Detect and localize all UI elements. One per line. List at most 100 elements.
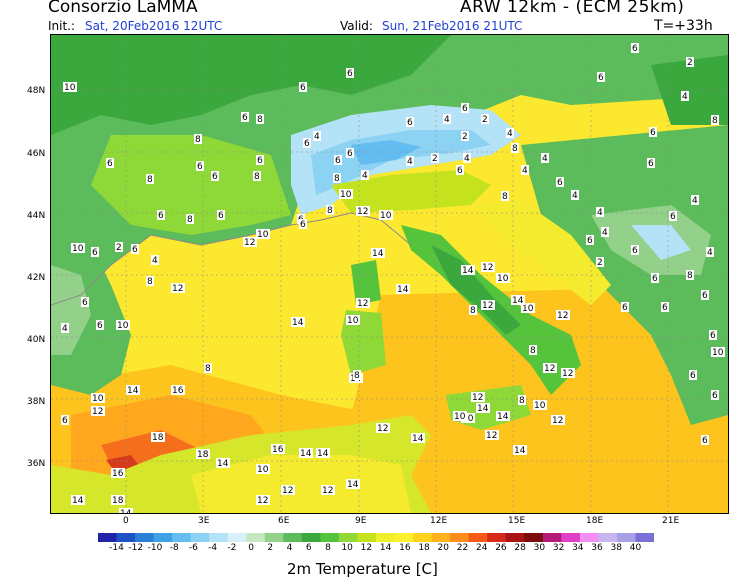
lat-label: 48N	[27, 86, 46, 96]
value-label-box	[313, 131, 321, 141]
colorbar-swatch	[542, 533, 562, 542]
temperature-value-label: 14	[292, 318, 304, 328]
temperature-value-label: 2	[482, 115, 488, 125]
temperature-value-label: 10	[347, 316, 359, 326]
temperature-value-label: 8	[519, 396, 525, 406]
temperature-value-label: 12	[257, 496, 268, 506]
temperature-value-label: 4	[682, 92, 688, 102]
colorbar-tick-label: 36	[591, 543, 603, 553]
value-label-box	[709, 330, 717, 340]
temperature-value-label: 10	[257, 465, 269, 475]
colorbar-tick-label: 24	[475, 543, 488, 553]
value-label-box	[106, 158, 114, 168]
temperature-value-label: 18	[152, 433, 164, 443]
value-label-box	[411, 433, 425, 443]
temperature-value-label: 18	[112, 496, 124, 506]
temperature-value-label: 14	[317, 449, 329, 459]
temperature-value-label: 12	[282, 486, 293, 496]
value-label-box	[461, 103, 469, 113]
temperature-value-label: 2	[432, 154, 438, 164]
temperature-value-label: 12	[557, 311, 568, 321]
temperature-value-label: 8	[502, 192, 508, 202]
value-label-box	[119, 508, 133, 513]
temperature-value-label: 16	[172, 386, 184, 396]
temperature-value-label: 6	[242, 113, 248, 123]
value-label-box	[651, 273, 659, 283]
colorbar-swatch	[450, 533, 470, 542]
colorbar-tick-label: 20	[437, 543, 449, 553]
value-label-box	[334, 155, 342, 165]
value-label-box	[681, 91, 689, 101]
temperature-value-label: 14	[412, 434, 424, 444]
temperature-value-label: 10	[117, 321, 129, 331]
temperature-value-label: 12	[544, 364, 555, 374]
temperature-value-label: 10	[72, 244, 84, 254]
temperature-value-label: 6	[197, 162, 203, 172]
value-label-box	[186, 214, 194, 224]
value-label-box	[691, 195, 699, 205]
value-label-box	[597, 72, 605, 82]
value-label-box	[204, 363, 212, 373]
value-label-box	[461, 413, 475, 423]
value-label-box	[406, 156, 414, 166]
value-label-box	[461, 265, 475, 275]
temperature-value-label: 6	[107, 159, 113, 169]
colorbar-tick-label: 32	[552, 543, 565, 553]
colorbar-swatch	[524, 533, 544, 542]
colorbar-swatch	[413, 533, 433, 542]
value-label-box	[71, 243, 85, 253]
value-label-box	[506, 128, 514, 138]
temperature-value-label: 6	[702, 291, 708, 301]
value-label-box	[686, 57, 694, 67]
temperature-value-label: 6	[62, 416, 68, 426]
colorbar-swatch	[431, 533, 451, 542]
value-label-box	[463, 153, 471, 163]
temperature-value-label: 6	[300, 83, 306, 93]
temperature-value-label: 10	[497, 274, 509, 284]
temperature-value-label: 14	[347, 480, 359, 490]
temperature-value-label: 8	[195, 135, 201, 145]
temperature-value-label: 4	[572, 191, 578, 201]
value-label-box	[529, 345, 537, 355]
lat-label: 36N	[27, 459, 46, 469]
value-label-box	[431, 153, 439, 163]
value-label-box	[299, 219, 307, 229]
temperature-value-label: 6	[212, 172, 218, 182]
value-label-box	[71, 495, 85, 505]
temperature-value-label: 2	[687, 58, 693, 68]
lon-label: 3E	[198, 516, 210, 526]
temperature-value-label: 8	[354, 371, 360, 381]
colorbar-tick-label: 22	[456, 543, 469, 553]
lat-label: 44N	[27, 211, 46, 221]
value-label-box	[196, 161, 204, 171]
lat-label: 46N	[27, 149, 46, 159]
temperature-value-label: 4	[362, 171, 368, 181]
colorbar-tick-label: 30	[533, 543, 546, 553]
value-label-box	[256, 464, 270, 474]
value-label-box	[551, 415, 565, 425]
value-label-box	[211, 171, 219, 181]
colorbar-tick-label: 28	[514, 543, 526, 553]
colorbar-swatch	[468, 533, 488, 542]
lat-label: 38N	[27, 397, 46, 407]
temperature-value-label: 8	[712, 116, 718, 126]
value-label-box	[496, 411, 510, 421]
value-label-box	[513, 445, 527, 455]
colorbar-swatch	[376, 533, 396, 542]
value-label-box	[701, 435, 709, 445]
colorbar-swatch	[635, 533, 654, 542]
temperature-value-label: 14	[217, 459, 229, 469]
colorbar-swatch	[227, 533, 247, 542]
value-label-box	[701, 290, 709, 300]
value-label-box	[601, 227, 609, 237]
temperature-value-label: 6	[92, 248, 98, 258]
temperature-value-label: 12	[482, 301, 493, 311]
temperature-value-label: 6	[557, 178, 563, 188]
colorbar-tick-label: 12	[360, 543, 373, 553]
colorbar-swatch	[579, 533, 599, 542]
temperature-value-label: 4	[407, 157, 413, 167]
value-label-box	[339, 189, 353, 199]
colorbar-swatch	[561, 533, 581, 542]
temperature-value-label: 8	[512, 144, 518, 154]
temperature-value-label: 8	[254, 172, 260, 182]
